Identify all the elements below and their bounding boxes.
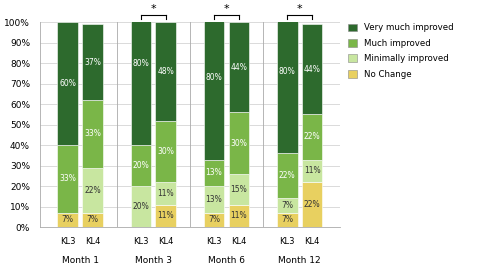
Text: 11%: 11% [304,166,320,175]
Text: Month 6: Month 6 [208,256,245,265]
Text: 11%: 11% [230,211,248,220]
Bar [228,205,249,227]
Bar [228,22,249,112]
Text: 7%: 7% [208,216,220,224]
Text: Month 1: Month 1 [62,256,98,265]
Bar [228,174,249,205]
Text: 48%: 48% [158,67,174,76]
Bar [302,24,322,114]
Text: 13%: 13% [206,195,222,204]
Bar [82,24,102,100]
Bar [156,120,176,182]
Bar [302,160,322,182]
Bar [130,0,151,145]
Bar [204,160,225,186]
Text: 22%: 22% [304,132,320,142]
Text: Month 12: Month 12 [278,256,321,265]
Text: 7%: 7% [62,216,74,224]
Bar [58,22,78,145]
Bar [156,22,176,120]
Bar [58,213,78,227]
Bar [302,114,322,160]
Text: KL4: KL4 [158,237,174,246]
Text: *: * [224,4,230,14]
Bar [156,205,176,227]
Bar [82,213,102,227]
Text: 11%: 11% [158,211,174,220]
Text: 22%: 22% [279,171,295,180]
Text: Month 3: Month 3 [135,256,172,265]
Text: 44%: 44% [230,63,248,72]
Text: KL3: KL3 [60,237,76,246]
Text: 22%: 22% [304,200,320,209]
Text: 13%: 13% [206,168,222,177]
Text: 20%: 20% [132,161,149,170]
Text: KL3: KL3 [206,237,222,246]
Text: KL4: KL4 [232,237,246,246]
Text: 80%: 80% [279,67,295,76]
Bar [302,182,322,227]
Text: 30%: 30% [230,139,248,148]
Text: KL4: KL4 [304,237,320,246]
Text: 7%: 7% [282,201,294,210]
Bar [82,100,102,168]
Text: 7%: 7% [86,216,99,224]
Text: 80%: 80% [132,59,149,68]
Text: 22%: 22% [84,186,101,195]
Bar [130,145,151,186]
Text: 20%: 20% [132,202,149,211]
Text: *: * [150,4,156,14]
Text: *: * [297,4,302,14]
Text: KL3: KL3 [280,237,295,246]
Text: 60%: 60% [59,79,76,88]
Text: 15%: 15% [230,185,248,194]
Text: KL4: KL4 [85,237,100,246]
Bar [204,0,225,160]
Text: 7%: 7% [282,216,294,224]
Bar [204,186,225,213]
Text: 33%: 33% [84,129,101,138]
Bar [277,0,297,153]
Text: 37%: 37% [84,58,101,67]
Bar [156,182,176,205]
Legend: Very much improved, Much improved, Minimally improved, No Change: Very much improved, Much improved, Minim… [348,22,454,79]
Bar [277,213,297,227]
Text: 80%: 80% [206,73,222,82]
Text: 44%: 44% [304,65,320,74]
Text: 30%: 30% [158,147,174,156]
Text: 33%: 33% [59,175,76,183]
Text: KL3: KL3 [133,237,148,246]
Bar [58,145,78,213]
Bar [277,198,297,213]
Bar [204,213,225,227]
Text: 11%: 11% [158,189,174,198]
Bar [228,112,249,174]
Bar [130,186,151,227]
Bar [277,153,297,198]
Bar [82,168,102,213]
